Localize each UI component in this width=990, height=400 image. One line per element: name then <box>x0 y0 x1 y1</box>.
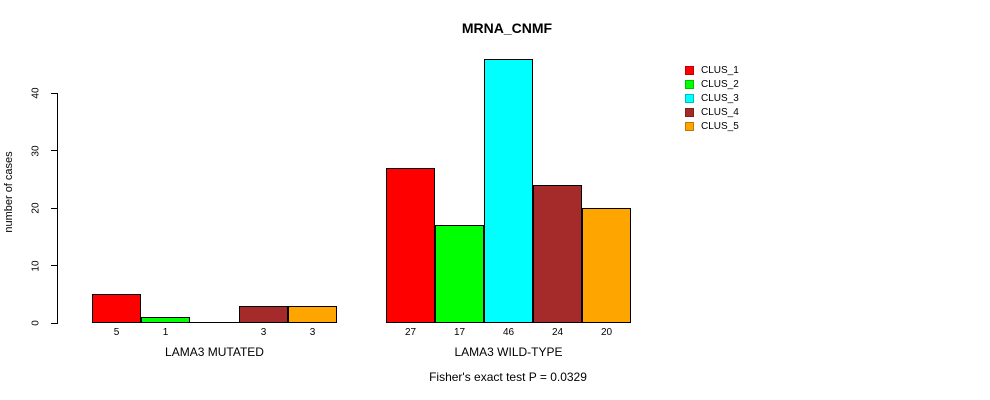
x-baseline <box>92 322 337 323</box>
y-tick-label: 20 <box>30 202 42 214</box>
y-tick-label: 40 <box>30 87 42 99</box>
legend-swatch <box>685 93 694 103</box>
y-tick-mark <box>51 150 58 151</box>
bar-clus_1 <box>386 167 435 323</box>
legend-label: CLUS_2 <box>701 78 739 90</box>
legend-item: CLUS_2 <box>685 77 739 91</box>
legend-item: CLUS_1 <box>685 63 739 77</box>
bar-clus_1 <box>92 294 141 323</box>
bar-value-label: 24 <box>551 327 564 338</box>
bar-value-label: 5 <box>113 327 120 338</box>
legend-item: CLUS_4 <box>685 105 739 119</box>
y-tick-label: 10 <box>30 259 42 272</box>
bar-clus_2 <box>435 225 484 323</box>
bar-value-label: 3 <box>309 327 316 338</box>
x-category-label: LAMA3 MUTATED <box>165 345 264 359</box>
y-tick-label: 30 <box>30 144 42 157</box>
y-tick-mark <box>51 92 58 94</box>
y-tick-mark <box>51 265 58 266</box>
bar-value-label: 3 <box>260 327 267 338</box>
statistical-test-annotation: Fisher's exact test P = 0.0329 <box>429 370 587 384</box>
bar-value-label: 1 <box>162 327 169 338</box>
legend-swatch <box>685 121 694 131</box>
bar-clus_4 <box>533 185 582 323</box>
legend-item: CLUS_3 <box>685 91 739 105</box>
y-tick-mark <box>51 207 58 209</box>
bar-clus_5 <box>288 305 337 323</box>
bar-value-label: 17 <box>453 327 466 338</box>
bar-group: 5 1 3 3 LAMA3 MUTATED <box>92 0 337 400</box>
legend-label: CLUS_5 <box>701 120 739 132</box>
y-tick-mark <box>51 322 58 324</box>
y-axis-label: number of cases <box>3 151 15 233</box>
legend-swatch <box>685 79 694 89</box>
legend-swatch <box>685 65 694 75</box>
bar-value-label: 46 <box>502 327 515 338</box>
legend-label: CLUS_3 <box>701 92 739 104</box>
bar-clus_4 <box>239 305 288 323</box>
bar-value-label: 20 <box>600 327 613 338</box>
bar-value-label: 27 <box>404 327 417 338</box>
bar-clus_3 <box>484 58 533 323</box>
chart-title: MRNA_CNMF <box>461 20 553 36</box>
bar-group: 27 17 46 24 20 LAMA3 WILD-TYPE <box>386 0 631 400</box>
legend-item: CLUS_5 <box>685 119 739 133</box>
legend: CLUS_1 CLUS_2 CLUS_3 CLUS_4 CLUS_5 <box>685 63 739 133</box>
legend-swatch <box>685 107 694 117</box>
legend-label: CLUS_4 <box>701 106 739 118</box>
bar-clus_5 <box>582 208 631 323</box>
bar-clus_2 <box>141 317 190 323</box>
legend-label: CLUS_1 <box>701 64 739 76</box>
y-tick-label: 0 <box>30 320 42 326</box>
x-category-label: LAMA3 WILD-TYPE <box>454 345 563 359</box>
